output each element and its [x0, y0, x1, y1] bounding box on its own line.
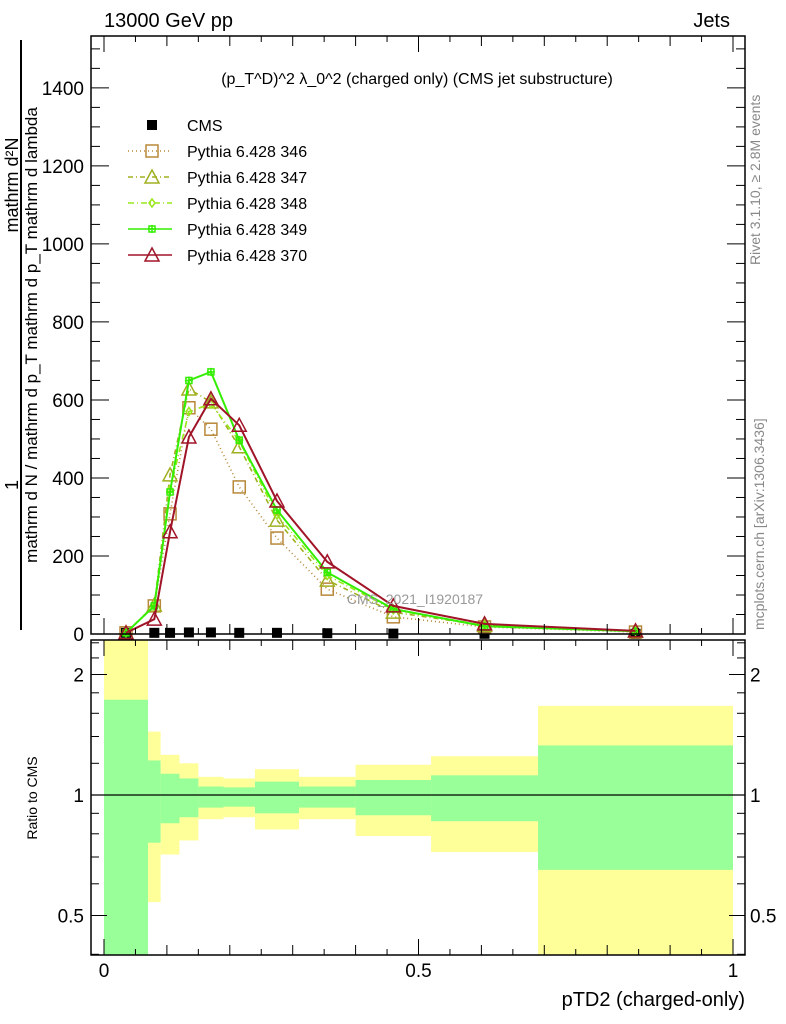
data-point — [163, 507, 177, 521]
ratio-y-label: Ratio to CMS — [24, 756, 40, 839]
ylabel-num-right: mathrm d²N — [2, 137, 22, 232]
legend: CMS Pythia 6.428 346 Pythia 6.428 347 Pythi… — [128, 118, 307, 265]
legend-label: Pythia 6.428 348 — [187, 196, 307, 213]
data-point — [165, 627, 176, 638]
mcplots-credit: mcplots.cern.ch [arXiv:1306.3436] — [751, 418, 767, 630]
ratio-y-tick-label-right: 1 — [750, 786, 761, 807]
data-point — [385, 597, 402, 613]
ylabel-num-left: 1 — [2, 480, 22, 490]
data-point — [319, 571, 336, 587]
data-point — [117, 624, 135, 640]
green-band-bin — [254, 781, 299, 814]
ylabel-den: mathrm d N / mathrm d p_T mathrm d p_T m… — [22, 107, 41, 563]
data-point — [204, 422, 218, 436]
legend-marker — [147, 120, 157, 130]
green-band-bin — [298, 786, 356, 808]
data-point — [476, 615, 493, 631]
legend-label: Pythia 6.428 347 — [187, 170, 307, 187]
series-line — [125, 387, 636, 634]
y-tick-label: 1400 — [42, 79, 84, 100]
ratio-y-tick-label: 2 — [73, 666, 84, 687]
green-band-bin — [160, 773, 180, 824]
data-point — [180, 428, 198, 444]
series-5 — [117, 390, 644, 640]
plot-title: (p_T^D)^2 λ_0^2 (charged only) (CMS jet … — [221, 71, 613, 88]
ratio-y-tick-label: 0.5 — [58, 907, 84, 928]
green-band-bin — [355, 780, 432, 816]
green-band-bin — [148, 760, 161, 843]
y-tick-label: 400 — [52, 469, 84, 490]
legend-marker — [148, 225, 156, 233]
ratio-bands — [91, 640, 745, 955]
header-left: 13000 GeV pp — [104, 10, 233, 32]
data-point — [271, 627, 282, 638]
data-point — [322, 628, 333, 639]
data-point — [184, 406, 193, 417]
data-point — [149, 627, 160, 638]
data-point — [270, 531, 284, 545]
data-point — [232, 480, 246, 494]
data-point — [230, 416, 248, 433]
data-point — [206, 367, 215, 376]
y-tick-label: 1200 — [42, 157, 84, 178]
y-tick-label: 1000 — [42, 235, 84, 256]
x-axis-label: pTD2 (charged-only) — [562, 989, 745, 1011]
y-tick-label: 0 — [73, 625, 84, 646]
y-tick-label: 800 — [52, 313, 84, 334]
data-point — [180, 380, 198, 396]
y-tick-label: 200 — [52, 547, 84, 568]
series-line — [125, 397, 636, 634]
data-point — [323, 568, 332, 577]
data-point — [268, 492, 286, 508]
header-right: Jets — [693, 10, 730, 32]
data-point — [234, 627, 245, 638]
data-point — [166, 488, 175, 497]
x-tick-label: 1 — [728, 961, 739, 982]
green-band-bin — [223, 787, 255, 807]
series-line — [125, 406, 636, 634]
green-band-bin — [198, 786, 224, 808]
data-point — [205, 627, 216, 638]
ratio-y-tick-label-right: 0.5 — [750, 907, 776, 928]
y-axis-label: 1 mathrm d²N mathrm d N / mathrm d p_T m… — [2, 40, 41, 630]
x-tick-label: 0 — [99, 961, 110, 982]
y-tick-label: 600 — [52, 391, 84, 412]
data-point — [161, 523, 179, 539]
legend-marker — [143, 168, 161, 184]
legend-label: Pythia 6.428 370 — [187, 248, 307, 265]
data-point — [183, 627, 194, 638]
green-band-bin — [179, 778, 199, 818]
data-point — [146, 610, 163, 626]
x-tick-label: 0.5 — [405, 961, 431, 982]
green-band-bin — [538, 745, 733, 870]
legend-marker — [148, 197, 156, 209]
legend-marker — [143, 246, 161, 262]
legend-label: CMS — [187, 118, 223, 135]
legend-marker — [145, 144, 159, 158]
legend-label: Pythia 6.428 346 — [187, 144, 307, 161]
legend-label: Pythia 6.428 349 — [187, 222, 307, 239]
ratio-y-tick-label: 1 — [73, 786, 84, 807]
axes: 0 200 400 600 800 1000 1200 1400 0 0.5 1 0.5 0.5 1 1 2 2 — [42, 35, 776, 982]
data-point — [320, 582, 335, 596]
data-point — [202, 390, 220, 406]
green-band-bin — [104, 699, 149, 955]
data-point — [235, 436, 244, 445]
analysis-watermark: CMS_2021_I1920187 — [347, 591, 483, 607]
data-point — [184, 376, 193, 385]
data-point — [319, 553, 336, 569]
green-band-bin — [431, 775, 539, 822]
ratio-y-tick-label-right: 2 — [750, 666, 761, 687]
rivet-version: Rivet 3.1.10, ≥ 2.8M events — [747, 95, 763, 265]
